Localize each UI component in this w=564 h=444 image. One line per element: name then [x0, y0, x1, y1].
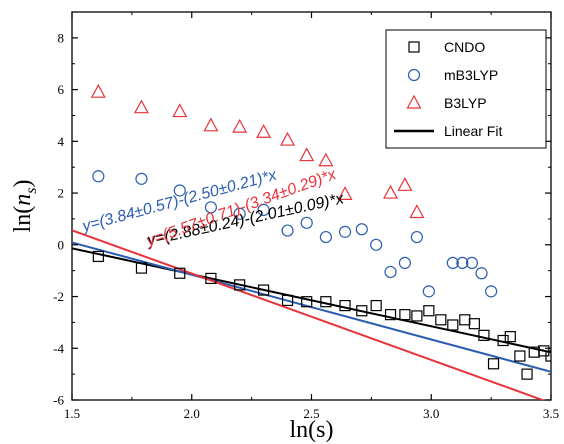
cndo-point: [468, 318, 480, 330]
legend-label-mb3lyp: mB3LYP: [444, 67, 498, 83]
cndo-point: [497, 334, 509, 347]
legend-box: [385, 29, 547, 149]
b3lyp-point: [280, 131, 296, 146]
mb3lyp-point: [456, 256, 469, 270]
cndo-point: [135, 262, 148, 274]
x-axis-label: ln(s): [290, 417, 334, 443]
cndo-point: [411, 310, 423, 322]
cndo-point: [514, 350, 526, 362]
mb3lyp-point: [135, 172, 148, 185]
legend-label-cndo: CNDO: [444, 39, 485, 55]
cndo-point: [356, 305, 368, 317]
mb3lyp-point: [92, 170, 105, 183]
x-tick-label: 2.5: [303, 406, 319, 421]
legend-swatch-mb3lyp: [407, 68, 421, 82]
y-tick-label: 6: [58, 82, 65, 97]
cndo-point: [281, 294, 294, 307]
b3lyp-point: [256, 124, 272, 138]
fit-equations: y=(2.88±0.24)-(2.01±0.09)*xy=(3.84±0.57)…: [80, 166, 347, 251]
fit-line-b3lyp: [72, 229, 546, 400]
fit-lines: [72, 229, 551, 400]
x-tick-label: 2.0: [184, 406, 200, 421]
b3lyp-point: [299, 147, 315, 162]
mb3lyp-point: [384, 265, 397, 279]
y-tick-label: 4: [58, 134, 65, 149]
b3lyp-point: [133, 99, 149, 114]
cndo-point: [174, 267, 186, 279]
b3lyp-point: [383, 184, 399, 199]
cndo-point: [234, 279, 246, 291]
mb3lyp-point: [319, 230, 332, 244]
y-axis-label-group: ln(ns): [10, 180, 40, 233]
cndo-point: [478, 329, 490, 341]
mb3lyp-point: [338, 225, 352, 238]
x-tick-label: 3.5: [543, 406, 559, 421]
cndo-point: [545, 350, 551, 362]
cndo-point: [399, 309, 411, 321]
mb3lyp-point: [422, 285, 435, 298]
cndo-point: [339, 299, 351, 312]
y-tick-label: -6: [53, 393, 64, 408]
mb3lyp-point: [257, 203, 270, 216]
mb3lyp-point: [446, 256, 459, 270]
data-points: [90, 83, 551, 380]
cndo-point: [320, 296, 332, 308]
legend-label-linear-fit: Linear Fit: [444, 123, 502, 139]
legend-swatch-cndo: [408, 41, 420, 53]
cndo-point: [258, 284, 270, 296]
mb3lyp-point: [204, 201, 218, 214]
legend: CNDO mB3LYP B3LYP Linear Fit: [385, 29, 547, 149]
mb3lyp-point: [475, 267, 488, 280]
b3lyp-point: [90, 83, 106, 98]
cndo-point: [435, 314, 447, 326]
b3lyp-point: [337, 186, 353, 200]
b3lyp-point: [397, 177, 413, 191]
cndo-point: [487, 358, 500, 370]
b3lyp-point: [318, 152, 334, 167]
mb3lyp-point: [398, 256, 412, 270]
mb3lyp-point: [281, 224, 294, 237]
x-tick-label: 1.5: [64, 406, 80, 421]
mb3lyp-point: [410, 230, 423, 244]
mb3lyp-point: [465, 256, 479, 270]
cndo-point: [423, 305, 435, 317]
b3lyp-point: [172, 103, 188, 118]
x-tick-label: 3.0: [423, 406, 439, 421]
legend-swatch-b3lyp: [406, 94, 422, 109]
mb3lyp-point: [300, 216, 313, 229]
cndo-point: [205, 272, 217, 285]
b3lyp-point: [203, 117, 219, 132]
y-tick-label: -2: [53, 289, 64, 304]
cndo-point: [447, 319, 459, 331]
cndo-point: [301, 296, 313, 308]
cndo-point: [92, 250, 104, 263]
y-tick-label: 2: [58, 186, 65, 201]
cndo-point: [504, 331, 516, 343]
y-tick-label: 8: [58, 30, 65, 45]
mb3lyp-point: [370, 238, 383, 251]
cndo-point: [384, 309, 397, 321]
cndo-point: [370, 299, 382, 312]
b3lyp-point: [232, 118, 248, 133]
mb3lyp-point: [485, 285, 498, 298]
cndo-point: [521, 368, 533, 380]
mb3lyp-point: [355, 223, 368, 236]
y-tick-label: 0: [58, 237, 65, 252]
y-tick-label: -4: [53, 341, 64, 356]
y-axis-label: ln(ns): [10, 180, 40, 233]
legend-label-b3lyp: B3LYP: [444, 95, 487, 111]
cndo-point: [459, 314, 471, 326]
b3lyp-point: [409, 204, 425, 219]
axes: 1.5 2.0 2.5 3.0 3.5 -6 -4 -2 0 2 4 6 8 ln(s) ln(ns): [10, 11, 559, 443]
mb3lyp-point: [233, 207, 246, 220]
mb3lyp-point: [173, 184, 186, 197]
